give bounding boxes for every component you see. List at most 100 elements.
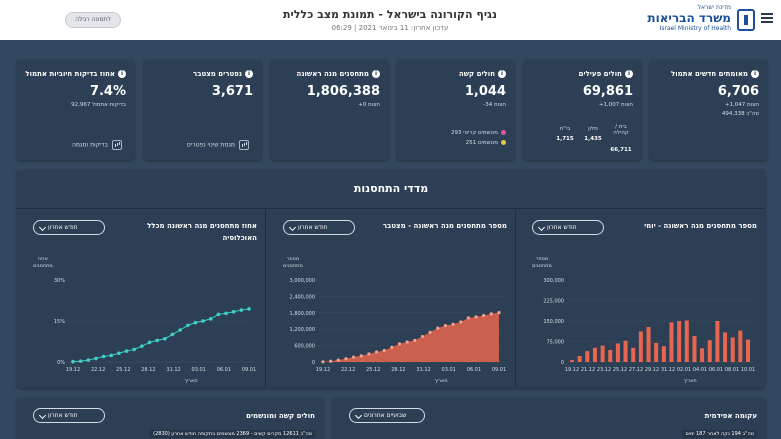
data-point xyxy=(329,359,333,363)
info-icon[interactable]: i xyxy=(372,70,380,78)
card-sub: 494,338 סה"כ xyxy=(721,111,759,117)
data-point xyxy=(101,354,106,359)
card-value: 1,806,388 xyxy=(306,84,380,99)
data-point xyxy=(216,312,221,317)
x-axis-label: תאריך xyxy=(184,378,197,384)
page-title: נגיף הקורונה בישראל - תמונת מצב כללית xyxy=(283,8,497,21)
y-tick-label: 75,000 xyxy=(547,340,565,346)
card-sub: -34 חצות xyxy=(483,102,506,108)
x-tick-label: 02.01 xyxy=(677,367,691,373)
info-icon[interactable]: i xyxy=(498,70,506,78)
y-tick-label: 15% xyxy=(54,319,65,325)
regular-view-button[interactable]: לתמונה רגילה xyxy=(65,12,121,28)
y-axis-label: מתחסנים xyxy=(33,263,53,269)
info-icon[interactable]: i xyxy=(118,70,126,78)
y-tick-label: 0 xyxy=(561,360,564,366)
data-point xyxy=(489,312,493,316)
data-point xyxy=(185,323,190,328)
data-point xyxy=(428,330,432,334)
ministry-logo[interactable]: מדינת ישראל משרד הבריאות Israel Ministry… xyxy=(631,4,731,32)
x-tick-label: 06.01 xyxy=(467,367,481,373)
x-tick-label: 28.12 xyxy=(391,367,405,373)
kpi-card-active-patients: חולים פעילים i 69,861 +1,007 חצות בית / ק… xyxy=(524,60,641,160)
card-title: חולים קשה xyxy=(458,70,495,78)
chart-title: אחוז מתחסנים מנה ראשונה מכלל xyxy=(147,222,257,230)
bar xyxy=(738,330,743,362)
breakdown-value: 66,711 xyxy=(610,147,632,153)
bar xyxy=(623,340,628,362)
summary-line: סה"כ 194 נקה לאחר 187 ימים xyxy=(682,430,757,438)
info-icon[interactable]: i xyxy=(751,70,759,78)
series-line xyxy=(72,308,250,363)
card-value: 3,671 xyxy=(211,84,253,99)
data-point xyxy=(436,326,440,330)
period-dropdown[interactable]: חודש אחרון xyxy=(283,220,355,235)
data-point xyxy=(420,334,425,339)
data-point xyxy=(155,338,159,343)
data-point xyxy=(117,351,121,356)
period-dropdown[interactable]: חודש אחרון xyxy=(33,220,105,235)
data-point xyxy=(344,357,348,361)
x-tick-label: 25.12 xyxy=(116,367,130,373)
card-title: מתחסנים מנה ראשונה xyxy=(296,70,369,78)
y-tick-label: 1,800,000 xyxy=(290,311,315,317)
card-title: חולים פעילים xyxy=(578,70,622,78)
x-tick-label: 22.12 xyxy=(341,367,355,373)
card-title: אחוז בדיקות חיוביות אתמול xyxy=(25,70,115,78)
period-dropdown[interactable]: חודש אחרון xyxy=(532,220,604,235)
bar xyxy=(638,331,643,362)
bar xyxy=(677,321,682,362)
info-icon[interactable]: i xyxy=(245,70,253,78)
deaths-trend-link[interactable]: מגמת שינוי נפטרים xyxy=(187,140,249,150)
data-point xyxy=(359,354,363,358)
data-point xyxy=(147,340,152,345)
link-label: בדיקות ומגמה xyxy=(71,141,108,149)
legend-dot xyxy=(501,130,506,135)
x-tick-label: 29.12 xyxy=(645,367,659,373)
bar xyxy=(700,348,705,362)
chart-title-line2: האוכלוסיה xyxy=(222,234,257,242)
chart-title: מספר מתחסנים מנה ראשונה - מצטבר xyxy=(382,222,507,230)
data-point xyxy=(132,347,137,352)
x-tick-label: 22.12 xyxy=(91,367,105,373)
hamburger-icon[interactable] xyxy=(761,13,773,23)
x-tick-label: 19.12 xyxy=(66,367,80,373)
info-icon[interactable]: i xyxy=(625,70,633,78)
last-updated: עדכון אחרון: 11 בינואר 2021 | 06:29 xyxy=(331,24,449,32)
data-point xyxy=(94,356,98,361)
x-tick-label: 09.01 xyxy=(242,367,256,373)
x-axis-label: תאריך xyxy=(434,378,447,384)
period-dropdown[interactable]: שבועיים אחרונים xyxy=(349,408,425,423)
bar xyxy=(715,321,720,362)
card-value: 6,706 xyxy=(717,84,759,99)
card-value: 69,861 xyxy=(582,84,633,99)
card-sub: +0 חצות xyxy=(358,102,380,108)
legend-label: מונשמים קריטי 293 xyxy=(451,130,498,136)
x-tick-label: 04.01 xyxy=(693,367,707,373)
y-tick-label: 2,400,000 xyxy=(290,294,315,300)
data-point xyxy=(497,311,501,315)
bar xyxy=(577,355,582,362)
data-point xyxy=(466,316,470,320)
tests-trend-link[interactable]: בדיקות ומגמה xyxy=(72,140,122,150)
kpi-card-new-confirmed: מאומתים חדשים אתמול i 6,706 +1,047 חצות 4… xyxy=(650,60,767,160)
bar xyxy=(600,345,605,362)
chart-icon xyxy=(239,140,249,150)
x-tick-label: 10.01 xyxy=(741,367,755,373)
state-emblem-icon xyxy=(737,9,755,31)
data-point xyxy=(170,332,175,337)
data-point xyxy=(78,359,83,363)
period-dropdown[interactable]: חודש אחרון xyxy=(33,408,105,423)
data-point xyxy=(239,308,244,312)
bar xyxy=(692,336,697,362)
x-tick-label: 27.12 xyxy=(629,367,643,373)
data-point xyxy=(390,345,394,349)
y-axis-label: אחוז xyxy=(38,256,48,262)
bar xyxy=(684,320,689,362)
y-tick-label: 30% xyxy=(54,278,65,284)
data-point xyxy=(86,358,91,362)
kpi-card-deaths: נפטרים מצטבר i 3,671 מגמת שינוי נפטרים xyxy=(144,60,261,160)
data-point xyxy=(413,338,417,342)
